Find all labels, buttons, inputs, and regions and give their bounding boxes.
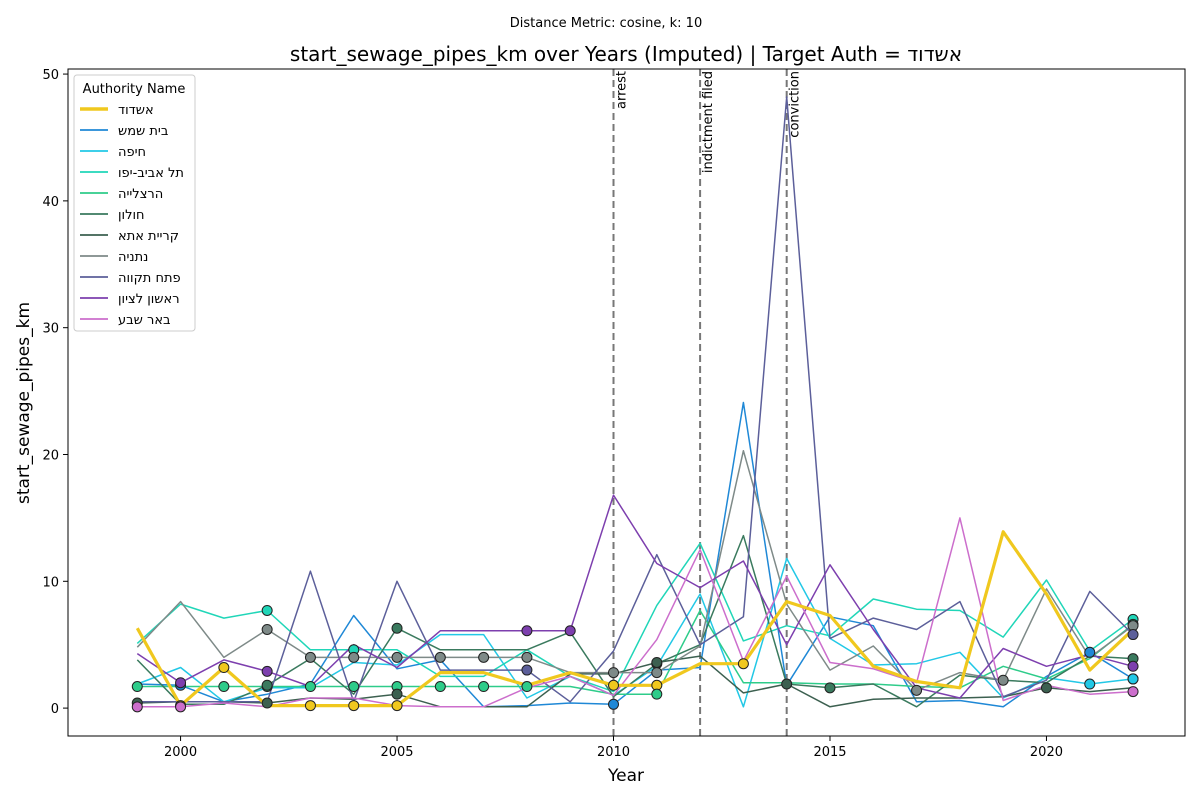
series-line xyxy=(136,542,1134,693)
imputed-point xyxy=(348,700,360,712)
imputed-point xyxy=(218,662,230,674)
y-tick-label: 30 xyxy=(42,322,59,337)
legend-label: פתח תקווה xyxy=(118,271,181,286)
imputed-point xyxy=(651,688,663,700)
imputed-point xyxy=(175,677,187,689)
plot-frame xyxy=(67,68,1186,737)
imputed-point xyxy=(1084,646,1096,658)
chart-title: start_sewage_pipes_km over Years (Impute… xyxy=(290,42,962,66)
imputed-point xyxy=(651,656,663,668)
imputed-point xyxy=(304,651,316,663)
imputed-point xyxy=(304,681,316,693)
series-lines xyxy=(135,96,1135,708)
imputed-point xyxy=(304,700,316,712)
legend-title: Authority Name xyxy=(83,82,186,97)
imputed-point xyxy=(261,604,273,616)
imputed-point xyxy=(478,681,490,693)
x-axis-label: Year xyxy=(607,766,644,786)
imputed-point xyxy=(608,667,620,679)
legend-box xyxy=(73,74,196,332)
x-tick-label: 2020 xyxy=(1030,745,1063,760)
event-markers: arrest indictment filed conviction xyxy=(612,69,803,736)
imputed-point xyxy=(391,688,403,700)
imputed-point xyxy=(175,701,187,713)
imputed-point xyxy=(261,665,273,677)
imputed-point xyxy=(997,674,1009,686)
imputed-markers xyxy=(131,604,1139,713)
imputed-point xyxy=(434,681,446,693)
imputed-point xyxy=(391,651,403,663)
imputed-point xyxy=(1127,673,1139,685)
legend-label: ראשון לציון xyxy=(118,292,180,307)
imputed-point xyxy=(391,700,403,712)
legend-label: הרצלייה xyxy=(118,187,163,202)
imputed-point xyxy=(391,622,403,634)
legend-label: חולון xyxy=(118,208,145,223)
series-line xyxy=(137,96,1134,703)
event-label: conviction xyxy=(788,71,803,138)
series-line xyxy=(135,530,1135,708)
y-axis: 0 10 20 30 40 50 xyxy=(42,68,68,717)
y-tick-label: 0 xyxy=(51,702,59,717)
imputed-point xyxy=(608,679,620,691)
legend-items: אשדוד בית שמש חיפה תל אביב-יפו הרצלייה חולון ק… xyxy=(80,103,184,328)
suptitle: Distance Metric: cosine, k: 10 xyxy=(510,16,702,31)
imputed-point xyxy=(478,651,490,663)
legend-label: תל אביב-יפו xyxy=(118,166,184,181)
imputed-point xyxy=(131,701,143,713)
event-label: arrest xyxy=(615,71,630,109)
imputed-point xyxy=(1040,682,1052,694)
imputed-point xyxy=(261,623,273,635)
y-tick-label: 20 xyxy=(42,448,59,463)
series-line xyxy=(136,494,1134,699)
imputed-point xyxy=(824,682,836,694)
imputed-point xyxy=(1084,678,1096,690)
imputed-point xyxy=(218,681,230,693)
legend-label: נתניה xyxy=(118,250,148,265)
imputed-point xyxy=(434,651,446,663)
imputed-point xyxy=(521,625,533,637)
series-line xyxy=(137,609,1134,695)
imputed-point xyxy=(1127,660,1139,672)
legend-label: חיפה xyxy=(118,145,146,160)
legend-label: באר שבע xyxy=(118,313,171,328)
imputed-point xyxy=(521,681,533,693)
legend: Authority Name אשדוד בית שמש חיפה תל אביב-י… xyxy=(73,74,196,332)
imputed-point xyxy=(261,697,273,709)
y-tick-label: 40 xyxy=(42,195,59,210)
y-tick-label: 50 xyxy=(42,68,59,83)
imputed-point xyxy=(911,684,923,696)
plot-area: arrest indictment filed conviction xyxy=(131,69,1139,736)
series-line xyxy=(137,401,1134,708)
event-label: indictment filed xyxy=(701,71,716,173)
imputed-point xyxy=(348,681,360,693)
imputed-point xyxy=(781,678,793,690)
imputed-point xyxy=(608,698,620,710)
y-tick-label: 10 xyxy=(42,575,59,590)
legend-label: בית שמש xyxy=(118,124,168,139)
imputed-point xyxy=(261,679,273,691)
imputed-point xyxy=(737,658,749,670)
x-tick-label: 2010 xyxy=(597,745,630,760)
imputed-point xyxy=(521,651,533,663)
imputed-point xyxy=(1127,686,1139,698)
legend-label: קריית אתא xyxy=(118,229,179,244)
series-line xyxy=(136,449,1134,692)
imputed-point xyxy=(1127,629,1139,641)
x-tick-label: 2015 xyxy=(813,745,846,760)
legend-label: אשדוד xyxy=(118,103,154,118)
x-tick-label: 2005 xyxy=(380,745,413,760)
imputed-point xyxy=(348,651,360,663)
x-axis: 2000 2005 2010 2015 2020 xyxy=(164,736,1063,760)
series-line xyxy=(137,517,1134,708)
imputed-point xyxy=(131,681,143,693)
imputed-point xyxy=(521,664,533,676)
y-axis-label: start_sewage_pipes_km xyxy=(14,302,34,504)
imputed-point xyxy=(651,667,663,679)
imputed-point xyxy=(564,625,576,637)
x-tick-label: 2000 xyxy=(164,745,197,760)
series-line xyxy=(136,534,1134,708)
